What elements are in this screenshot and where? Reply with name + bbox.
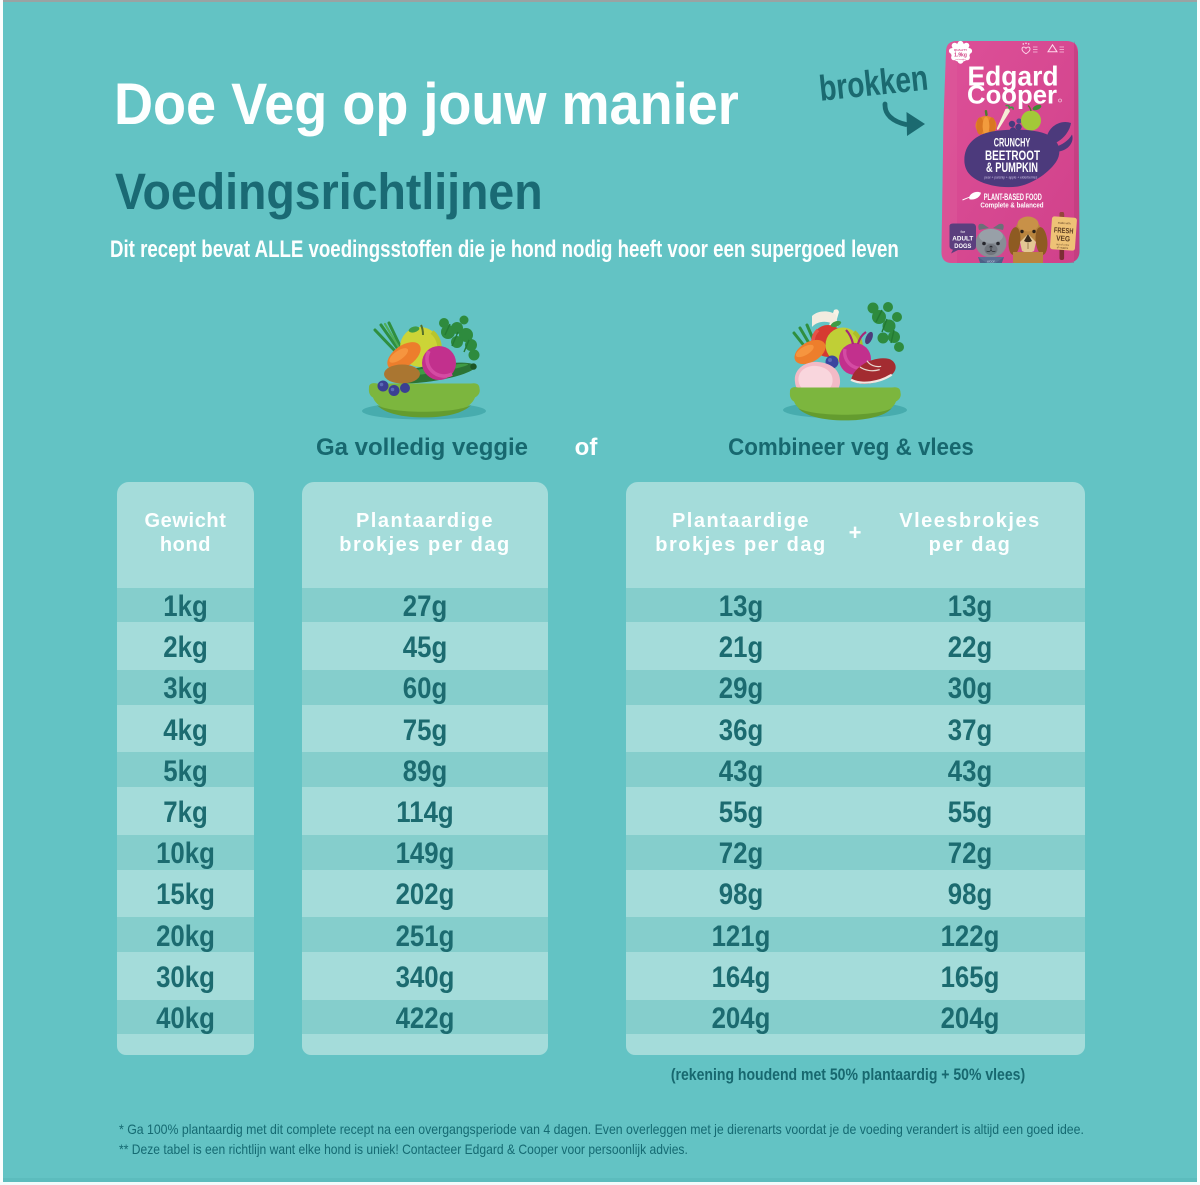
svg-text:BEETROOT: BEETROOT [985, 148, 1041, 163]
svg-text:Complete & balanced: Complete & balanced [980, 201, 1043, 210]
svg-text:CRUNCHY: CRUNCHY [994, 138, 1031, 150]
svg-text:DOGS: DOGS [954, 243, 971, 250]
svg-text:of veggies: of veggies [1057, 246, 1069, 250]
svg-text:pear + parsnip + apple + elder: pear + parsnip + apple + elderberries [984, 176, 1037, 180]
svg-text:net weight: net weight [956, 58, 966, 61]
svg-text:Edgard: Edgard [968, 61, 1059, 92]
svg-text:WOOF: WOOF [987, 260, 995, 264]
svg-text:VEG: VEG [1056, 234, 1071, 244]
svg-text:made with: made with [1058, 221, 1071, 226]
svg-text:QUALITY: QUALITY [954, 48, 967, 52]
svg-text:ADULT: ADULT [952, 236, 974, 243]
svg-text:FRESH: FRESH [1054, 225, 1074, 235]
svg-text:PLANT-BASED FOOD: PLANT-BASED FOOD [984, 192, 1042, 203]
svg-text:Cooper: Cooper [967, 80, 1057, 110]
svg-text:for: for [960, 229, 965, 234]
svg-text:out of a mix: out of a mix [1056, 243, 1070, 247]
svg-text:1.9kg: 1.9kg [954, 53, 967, 59]
svg-text:& PUMPKIN: & PUMPKIN [986, 160, 1038, 175]
